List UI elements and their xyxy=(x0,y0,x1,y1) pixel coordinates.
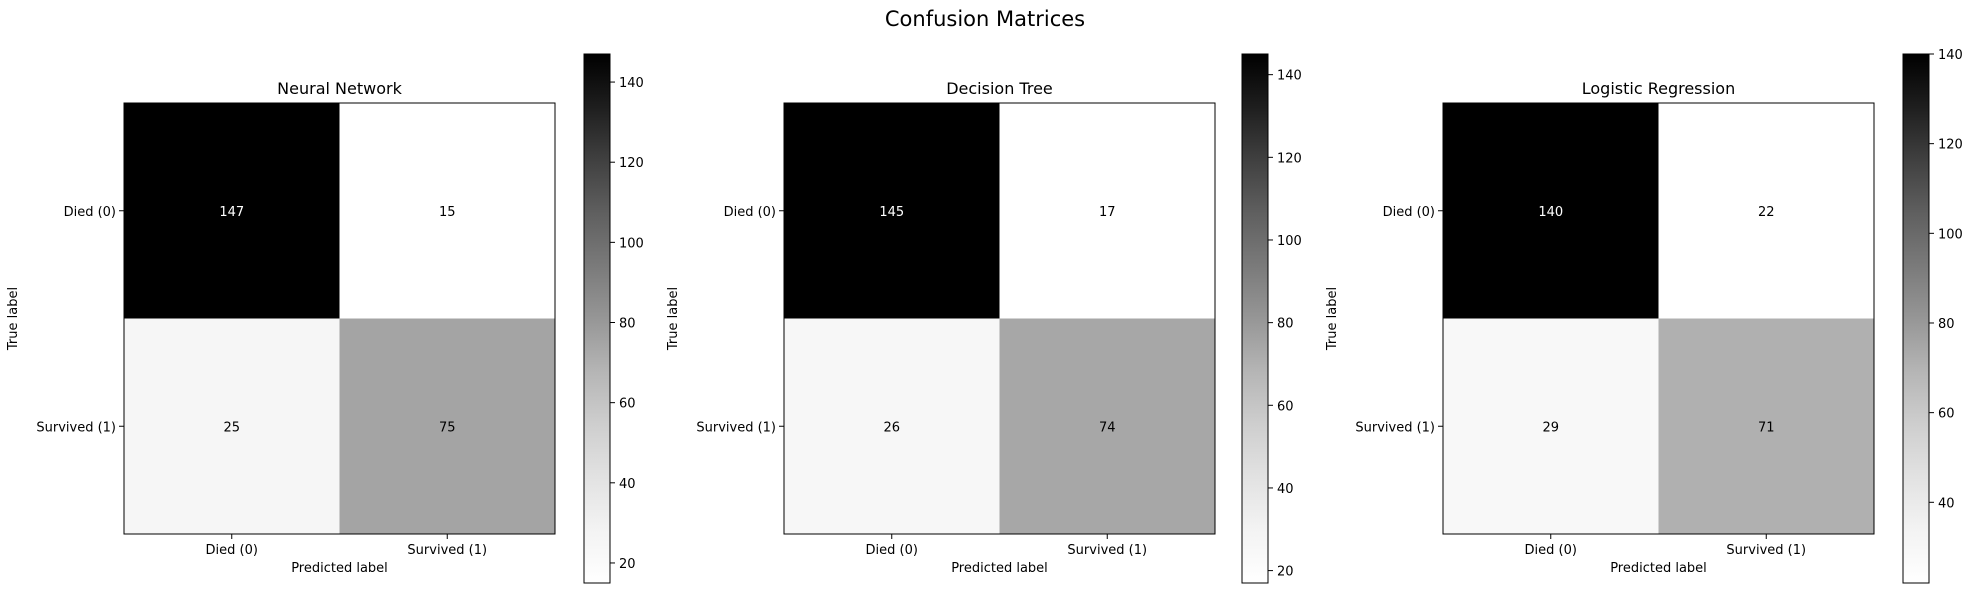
matrix-cell xyxy=(1443,103,1659,319)
colorbar-tick-label: 80 xyxy=(1277,317,1294,332)
colorbar-tick-label: 140 xyxy=(1277,69,1302,84)
x-axis-label: Predicted label xyxy=(1610,561,1707,576)
matrix-cell xyxy=(784,103,1000,319)
colorbar-tick-label: 20 xyxy=(619,557,636,572)
figure-suptitle: Confusion Matrices xyxy=(885,7,1085,31)
matrix-cell xyxy=(999,318,1215,534)
colorbar-tick-label: 120 xyxy=(619,156,644,171)
axes-frame xyxy=(783,102,1216,535)
y-tick-label: Survived (1) xyxy=(696,420,776,435)
y-tick-label: Died (0) xyxy=(724,205,776,220)
x-axis-label: Predicted label xyxy=(951,561,1048,576)
colorbar xyxy=(584,54,610,583)
colorbar-frame xyxy=(583,53,611,584)
colorbar-tick-label: 40 xyxy=(1277,482,1294,497)
axes-title: Logistic Regression xyxy=(1582,79,1735,98)
y-tick-label: Died (0) xyxy=(1383,205,1435,220)
cell-value-label: 145 xyxy=(879,205,904,220)
matrix-cell xyxy=(1658,103,1874,319)
cell-value-label: 140 xyxy=(1538,205,1563,220)
colorbar-tick-label: 40 xyxy=(1938,496,1955,511)
colorbar-tick-label: 100 xyxy=(619,236,644,251)
colorbar-tick-label: 40 xyxy=(619,477,636,492)
matrix-cell xyxy=(1443,318,1659,534)
colorbar-frame xyxy=(1902,53,1930,584)
cell-value-label: 147 xyxy=(219,205,244,220)
colorbar-tick-label: 140 xyxy=(619,76,644,91)
cell-value-label: 22 xyxy=(1758,205,1775,220)
matrix-cell xyxy=(124,103,340,319)
colorbar-tick-label: 120 xyxy=(1938,138,1963,153)
colorbar-tick-label: 80 xyxy=(619,317,636,332)
colorbar-tick-label: 100 xyxy=(1277,234,1302,249)
colorbar-tick-label: 120 xyxy=(1277,151,1302,166)
colorbar-tick-label: 60 xyxy=(1277,399,1294,414)
y-tick-label: Died (0) xyxy=(64,205,116,220)
matrix-cell xyxy=(1658,318,1874,534)
colorbar-tick-label: 140 xyxy=(1938,48,1963,63)
y-tick-label: Survived (1) xyxy=(1355,420,1435,435)
cell-value-label: 15 xyxy=(439,205,456,220)
matrix-cell xyxy=(999,103,1215,319)
confusion-matrix-panel: 147 15 25 75 Neural Network Died (0) Survived … xyxy=(6,53,644,584)
axes-title: Decision Tree xyxy=(946,79,1053,98)
confusion-matrix-panel: 145 17 26 74 Decision Tree Died (0) Survived (… xyxy=(666,53,1302,584)
y-axis-label: True label xyxy=(1325,287,1340,351)
colorbar xyxy=(1903,54,1929,583)
x-tick-label: Died (0) xyxy=(866,543,918,558)
y-axis-label: True label xyxy=(6,287,21,351)
y-tick-label: Survived (1) xyxy=(36,420,116,435)
matrix-cell xyxy=(339,318,555,534)
colorbar-tick-label: 60 xyxy=(1938,407,1955,422)
matrix-cell xyxy=(124,318,340,534)
colorbar-tick-label: 100 xyxy=(1938,227,1963,242)
confusion-matrix-panel: 140 22 29 71 Logistic Regression Died (0) Surv… xyxy=(1325,48,1963,584)
cell-value-label: 75 xyxy=(439,420,456,435)
cell-value-label: 26 xyxy=(883,420,900,435)
x-tick-label: Survived (1) xyxy=(407,543,487,558)
cell-value-label: 25 xyxy=(223,420,240,435)
cell-value-label: 74 xyxy=(1099,420,1116,435)
axes-title: Neural Network xyxy=(277,79,402,98)
x-axis-label: Predicted label xyxy=(291,561,388,576)
x-tick-label: Died (0) xyxy=(1525,543,1577,558)
x-tick-label: Died (0) xyxy=(206,543,258,558)
x-tick-label: Survived (1) xyxy=(1067,543,1147,558)
colorbar-tick-label: 60 xyxy=(619,397,636,412)
cell-value-label: 29 xyxy=(1542,420,1559,435)
matrix-cell xyxy=(339,103,555,319)
colorbar-tick-label: 20 xyxy=(1277,565,1294,580)
y-axis-label: True label xyxy=(666,287,681,351)
cell-value-label: 17 xyxy=(1099,205,1116,220)
colorbar-frame xyxy=(1241,53,1269,584)
cell-value-label: 71 xyxy=(1758,420,1775,435)
axes-frame xyxy=(1442,102,1875,535)
colorbar xyxy=(1242,54,1268,583)
colorbar-tick-label: 80 xyxy=(1938,317,1955,332)
x-tick-label: Survived (1) xyxy=(1726,543,1806,558)
axes-frame xyxy=(123,102,556,535)
matrix-cell xyxy=(784,318,1000,534)
